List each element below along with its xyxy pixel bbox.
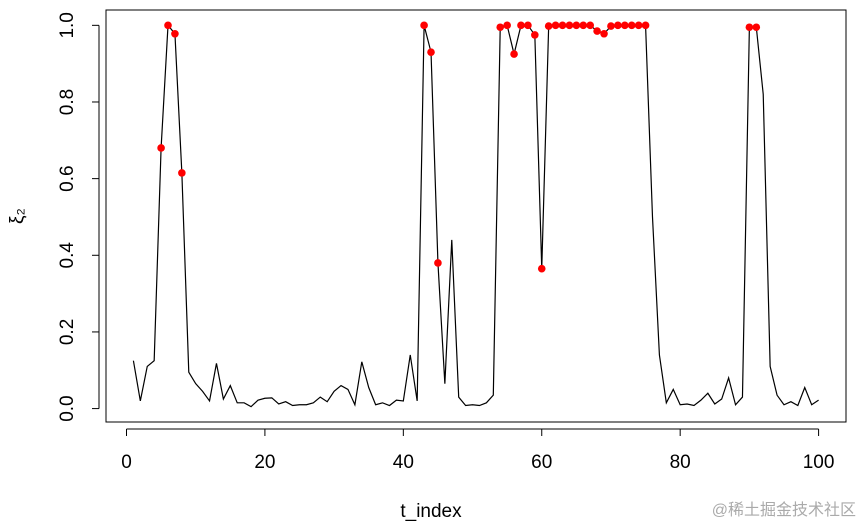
highlight-point [531,31,539,39]
x-tick-label: 80 [670,452,691,473]
highlight-point [503,21,511,30]
highlight-point [752,23,761,32]
data-line [132,23,819,408]
highlight-point [745,23,754,32]
highlight-point [157,144,165,152]
highlight-point [164,21,172,30]
highlight-point [593,27,601,35]
highlight-point [524,21,532,30]
plot-box [105,9,847,423]
highlight-point [627,21,636,30]
highlight-point [517,21,525,30]
y-tick-label: 0.4 [57,242,78,269]
y-tick-label: 0.6 [57,165,78,191]
x-tick-label: 100 [803,452,835,473]
highlight-point [634,21,643,30]
highlight-point [600,29,608,38]
y-tick-label: 1.0 [57,12,78,38]
y-axis-label: ξ₂ [7,208,28,224]
x-tick-label: 40 [393,452,414,473]
highlight-point [434,259,442,267]
x-tick-label: 20 [254,452,275,473]
highlight-point [420,21,428,30]
highlight-point [607,22,615,30]
highlight-point [558,21,567,30]
x-tick-label: 60 [531,452,552,473]
x-axis-label: t_index [400,501,462,522]
highlight-point [586,21,594,30]
highlight-point [621,21,629,30]
highlight-point [544,22,553,30]
y-tick-label: 0.2 [57,319,78,345]
y-tick-label: 0.8 [57,89,78,115]
highlight-point [427,48,435,56]
highlight-point [614,21,622,30]
watermark: @稀土掘金技术社区 [712,501,856,519]
highlight-point [496,23,505,32]
highlight-point [572,21,581,30]
highlight-point [178,169,186,177]
highlight-point [510,50,518,58]
x-tick-label: 0 [121,452,132,473]
highlight-point [537,264,546,273]
highlight-point [171,29,179,38]
highlight-point [641,21,650,30]
highlight-point [551,21,560,30]
y-tick-label: 0.0 [57,395,78,421]
highlight-point [579,21,588,30]
highlight-point [565,21,574,30]
